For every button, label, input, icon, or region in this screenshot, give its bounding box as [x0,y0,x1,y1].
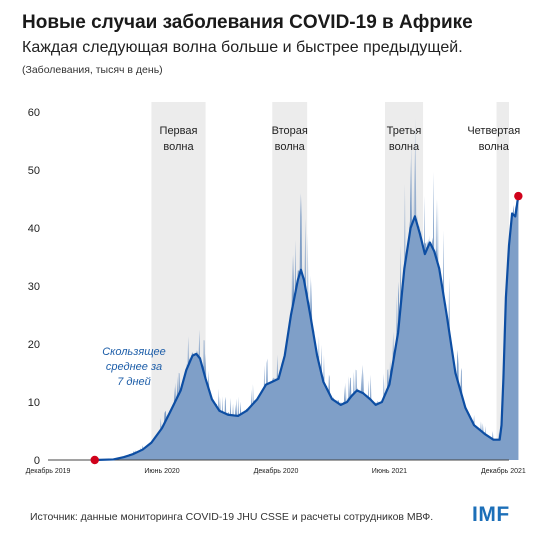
y-tick-label: 50 [28,165,40,177]
chart-subtitle: Каждая следующая волна больше и быстрее … [22,39,463,56]
moving-average-annotation: среднее за [106,361,162,373]
wave-label-2: волна [275,141,306,153]
wave-label-4: волна [479,141,510,153]
data-marker-2 [514,191,523,201]
wave-label-1: Первая [160,125,198,137]
units-label: (Заболевания, тысяч в день) [22,64,163,76]
moving-average-annotation: Скользящее [102,346,166,358]
chart-title: Новые случаи заболевания COVID-19 в Афри… [22,12,473,33]
wave-label-4: Четвертая [467,125,520,137]
wave-label-2: Вторая [272,125,308,137]
y-tick-label: 20 [28,339,40,351]
wave-label-1: волна [163,141,194,153]
source-note: Источник: данные мониторинга COVID-19 JH… [30,511,434,523]
data-marker-1 [90,455,99,465]
y-tick-label: 40 [28,223,40,235]
wave-label-3: Третья [387,125,422,137]
y-tick-label: 60 [28,107,40,119]
moving-average-line [94,195,520,462]
y-tick-label: 30 [28,281,40,293]
moving-average-annotation: 7 дней [117,376,151,388]
daily-cases-area [94,196,519,460]
y-tick-label: 0 [34,455,40,467]
x-tick-label: Декабрь 2019 [26,467,71,475]
imf-logo: IMF [472,503,510,526]
wave-label-3: волна [389,141,420,153]
x-tick-label: Июнь 2021 [372,468,407,475]
x-tick-label: Декабрь 2020 [254,467,299,475]
x-tick-label: Декабрь 2021 [481,467,526,475]
x-tick-label: Июнь 2020 [144,468,179,475]
y-tick-label: 10 [28,397,40,409]
